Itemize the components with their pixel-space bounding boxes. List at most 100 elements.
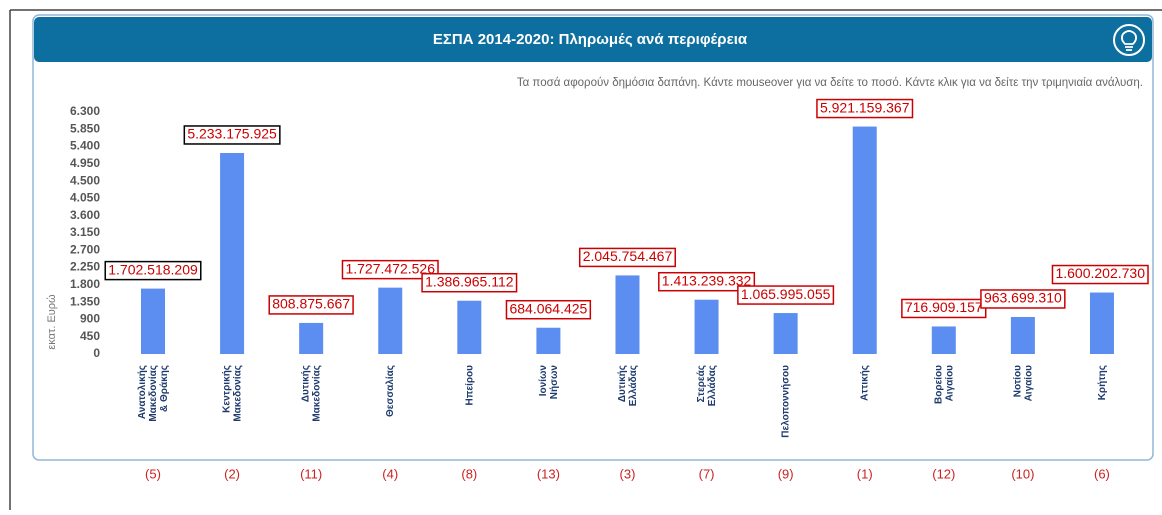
y-tick-label: 5.850	[70, 121, 100, 135]
x-tick-label-line: Βορείου	[933, 365, 944, 404]
x-tick-label: Κρήτης	[1097, 365, 1108, 400]
bar	[457, 300, 482, 354]
y-axis-label: εκατ. Ευρώ	[46, 294, 58, 350]
value-label: 808.875.667	[272, 296, 350, 312]
value-label: 1.065.995.055	[741, 286, 831, 302]
x-tick-label: Θεσσαλίας	[385, 365, 396, 417]
rank-label: (3)	[620, 466, 636, 481]
value-label: 963.699.310	[984, 290, 1062, 306]
bar	[536, 327, 561, 354]
rank-label: (7)	[699, 466, 715, 481]
x-tick-label-line: Δυτικής	[300, 365, 311, 402]
x-tick-label: Ηπείρου	[464, 365, 475, 406]
header-bar	[34, 17, 1152, 62]
rank-label: (12)	[932, 466, 955, 481]
x-tick-label: ΑνατολικήςΜακεδονίας& Θράκης	[137, 365, 170, 422]
lightbulb-circle[interactable]	[1113, 24, 1145, 56]
value-label: 684.064.425	[509, 300, 587, 316]
x-tick-label-line: Ελλάδας	[707, 365, 718, 406]
value-label-box	[268, 295, 354, 315]
x-tick-label-line: Μακεδονίας	[311, 365, 322, 422]
rank-label: (11)	[300, 466, 322, 481]
x-tick-label-line: Νοτίου	[1012, 365, 1023, 397]
bar	[220, 152, 245, 354]
y-tick-label: 4.950	[70, 156, 100, 170]
x-tick-label: ΣτερεάςΕλλάδας	[696, 365, 718, 406]
bar	[1010, 316, 1035, 354]
value-label-box	[183, 125, 281, 145]
x-tick-label: ΚεντρικήςΜακεδονίας	[221, 365, 243, 422]
rank-label: (8)	[461, 466, 477, 481]
rank-label: (4)	[382, 466, 398, 481]
x-tick-label-line: Αιγαίου	[1023, 365, 1034, 402]
x-tick-label-line: Νήσων	[549, 365, 560, 400]
y-tick-label: 900	[80, 312, 100, 326]
x-tick-label-line: Θεσσαλίας	[385, 365, 396, 417]
value-label: 1.727.472.526	[345, 260, 435, 276]
bar	[773, 313, 798, 354]
rank-label: (2)	[224, 466, 240, 481]
rank-label: (5)	[145, 466, 161, 481]
x-tick-label-line: Μακεδονίας	[148, 365, 159, 422]
x-tick-label: ΔυτικήςΕλλάδας	[617, 365, 639, 406]
value-label: 5.921.159.367	[820, 99, 910, 115]
value-label: 5.233.175.925	[187, 126, 277, 142]
y-tick-label: 4.500	[70, 173, 100, 187]
y-tick-label: 5.400	[70, 139, 100, 153]
chart-title: ΕΣΠΑ 2014-2020: Πληρωμές ανά περιφέρεια	[433, 31, 748, 48]
value-label: 716.909.157	[905, 299, 983, 315]
value-label: 1.386.965.112	[425, 273, 514, 289]
value-label: 1.702.518.209	[108, 261, 198, 277]
lightbulb-button[interactable]	[1113, 24, 1145, 56]
value-label-box	[578, 247, 676, 268]
x-tick-label-line: Στερεάς	[696, 365, 707, 402]
x-tick-label: ΝοτίουΑιγαίου	[1012, 365, 1034, 402]
subtitle: Τα ποσά αφορούν δημόσια δαπάνη. Κάντε mo…	[517, 77, 1143, 89]
x-tick-label-line: Αττικής	[859, 365, 870, 401]
rank-label: (6)	[1094, 466, 1110, 481]
x-tick-label-line: Ηπείρου	[464, 365, 475, 406]
x-tick-label: Πελοποννήσου	[780, 365, 791, 438]
bar	[694, 299, 719, 354]
y-tick-label: 2.700	[70, 242, 100, 256]
value-label-box	[980, 289, 1066, 309]
y-tick-label: 6.300	[70, 104, 100, 118]
x-tick-label: Αττικής	[859, 365, 870, 401]
value-label: 1.413.239.332	[662, 272, 752, 288]
y-tick-label: 2.250	[70, 260, 100, 274]
x-tick-label: ΙονίωνΝήσων	[538, 365, 560, 400]
y-tick-label: 0	[93, 346, 100, 360]
bar	[299, 322, 324, 354]
x-tick-label-line: Ελλάδας	[628, 365, 639, 406]
y-tick-label: 1.800	[70, 277, 100, 291]
y-tick-label: 3.150	[70, 225, 100, 239]
x-tick-label-line: Μακεδονίας	[232, 365, 243, 422]
x-tick-label-line: Κρήτης	[1097, 365, 1108, 400]
value-label-box	[658, 271, 756, 292]
x-tick-label-line: Ιονίων	[538, 365, 549, 397]
lightbulb-icon[interactable]	[1120, 30, 1138, 51]
value-label-box	[1051, 264, 1149, 285]
rank-label: (13)	[537, 466, 560, 481]
bar	[378, 287, 403, 354]
value-label: 1.600.202.730	[1055, 265, 1145, 281]
x-tick-label: ΒορείουΑιγαίου	[933, 365, 955, 404]
x-tick-label-line: Αιγαίου	[944, 365, 955, 402]
x-tick-label: ΔυτικήςΜακεδονίας	[300, 365, 322, 422]
bar	[852, 126, 877, 354]
value-label-box	[421, 272, 518, 293]
y-tick-label: 4.050	[70, 191, 100, 205]
rank-label: (9)	[778, 466, 794, 481]
x-tick-label-line: Ανατολικής	[137, 365, 148, 419]
x-tick-label-line: Πελοποννήσου	[780, 365, 791, 438]
bar	[1089, 292, 1114, 354]
value-label-box	[341, 259, 439, 280]
x-tick-label-line: Κεντρικής	[221, 365, 232, 413]
y-tick-label: 3.600	[70, 208, 100, 222]
value-label-box	[104, 260, 202, 281]
rank-label: (1)	[857, 466, 873, 481]
value-label: 2.045.754.467	[583, 248, 673, 264]
bar	[615, 275, 640, 354]
